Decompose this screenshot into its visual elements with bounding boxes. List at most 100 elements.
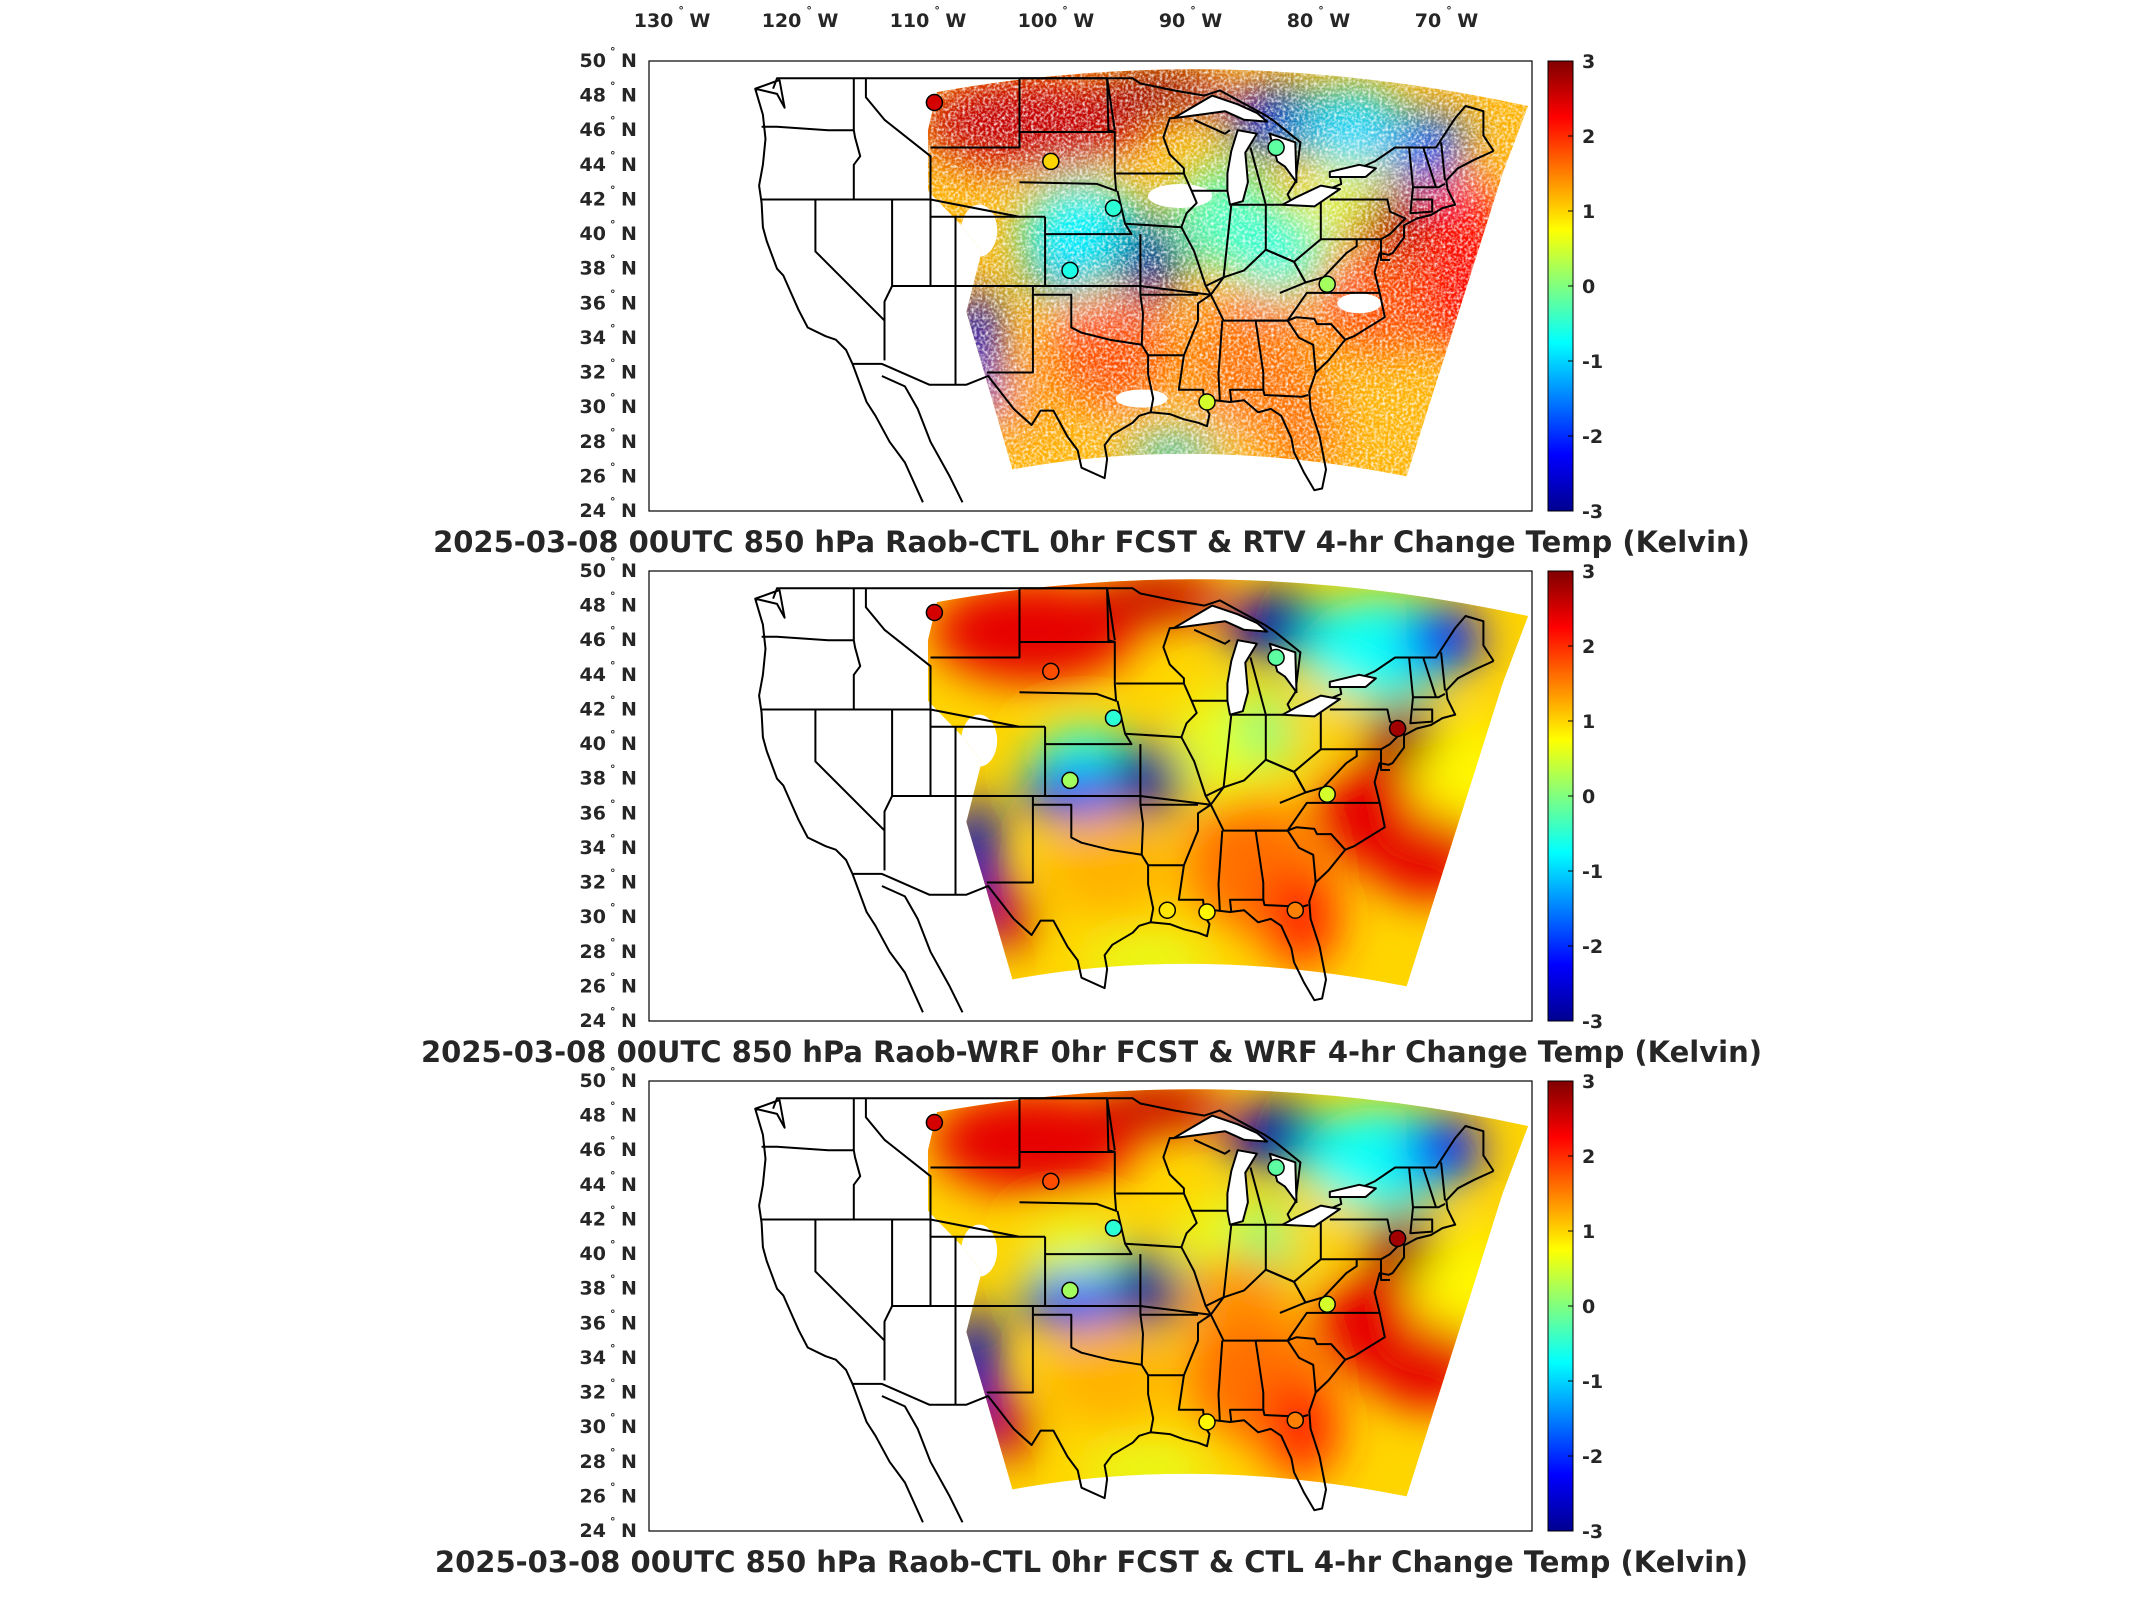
lat-tick-value: 48 [580, 595, 606, 617]
lon-hemisphere: W [1201, 10, 1222, 32]
plot-frame [648, 570, 1533, 1022]
lat-tick-value: 34 [580, 837, 606, 859]
state-boundaries [754, 587, 1495, 1013]
lat-hemisphere: N [621, 1382, 637, 1404]
lat-hemisphere: N [621, 941, 637, 963]
lat-hemisphere: N [621, 465, 637, 487]
lat-tick-value: 50 [580, 50, 606, 72]
lat-tick-label: 46 ° N [580, 114, 637, 141]
lat-hemisphere: N [621, 1278, 637, 1300]
lat-hemisphere: N [621, 664, 637, 686]
degree-symbol: ° [610, 970, 616, 983]
lat-tick-label: 32 ° N [580, 1377, 637, 1404]
lat-tick-value: 40 [580, 223, 606, 245]
raob-station-marker [1318, 275, 1336, 294]
colorbar-tick-label: -3 [1582, 501, 1603, 523]
degree-symbol: ° [610, 1203, 616, 1216]
degree-symbol: ° [610, 936, 616, 949]
raob-station-marker [1042, 152, 1060, 171]
lat-tick-label: 40 ° N [580, 728, 637, 755]
lat-hemisphere: N [621, 1208, 637, 1230]
lat-tick-value: 40 [580, 1243, 606, 1265]
lat-hemisphere: N [621, 1105, 637, 1127]
degree-symbol: ° [610, 693, 616, 706]
lat-hemisphere: N [621, 500, 637, 522]
lon-tick-label: 90 ° W [1159, 4, 1222, 32]
raob-station-marker [1267, 1158, 1285, 1177]
lat-tick-label: 46 ° N [580, 1134, 637, 1161]
degree-symbol: ° [610, 391, 616, 404]
raob-station-marker [1267, 648, 1285, 667]
lat-tick-label: 42 ° N [580, 183, 637, 210]
degree-symbol: ° [610, 832, 616, 845]
raob-station-marker [925, 603, 944, 622]
colorbar-tick-label: -2 [1582, 936, 1603, 958]
degree-symbol: ° [1318, 4, 1324, 17]
lat-hemisphere: N [621, 837, 637, 859]
lat-hemisphere: N [621, 292, 637, 314]
lat-tick-label: 50 ° N [580, 555, 637, 582]
lon-tick-label: 120 ° W [762, 4, 839, 32]
degree-symbol: ° [610, 797, 616, 810]
panel-title: 2025-03-08 00UTC 850 hPa Raob-CTL 0hr FC… [433, 525, 1750, 559]
degree-symbol: ° [610, 495, 616, 508]
lat-hemisphere: N [621, 154, 637, 176]
lat-tick-label: 30 ° N [580, 1411, 637, 1438]
colorbar-tick-label: -1 [1582, 351, 1603, 373]
lat-tick-label: 32 ° N [580, 357, 637, 384]
lat-hemisphere: N [621, 396, 637, 418]
lat-hemisphere: N [621, 258, 637, 280]
lon-tick-label: 110 ° W [890, 4, 967, 32]
degree-symbol: ° [610, 322, 616, 335]
lat-tick-value: 48 [580, 1105, 606, 1127]
lat-tick-value: 34 [580, 1347, 606, 1369]
lat-tick-value: 24 [580, 500, 606, 522]
lat-hemisphere: N [621, 1520, 637, 1542]
lat-tick-value: 30 [580, 1416, 606, 1438]
lat-tick-value: 26 [580, 465, 606, 487]
lat-tick-label: 34 ° N [580, 322, 637, 349]
map-panel: 50 ° N48 ° N46 ° N44 ° N42 ° N40 ° N38 ° N36 ° N34 ° N32 ° N… [433, 45, 1750, 559]
lat-hemisphere: N [621, 872, 637, 894]
lon-hemisphere: W [817, 10, 838, 32]
lat-hemisphere: N [621, 1070, 637, 1092]
raob-station-marker [1267, 138, 1285, 157]
colorbar-tick-label: 2 [1582, 636, 1595, 658]
lat-hemisphere: N [621, 85, 637, 107]
latitude-axis: 50 ° N 48 ° N 46 ° N 44 ° N 42 ° N 40 ° N 38 ° N 36 ° N 34 ° N 32 ° N… [580, 1065, 637, 1542]
degree-symbol: ° [610, 149, 616, 162]
colorbar-tick-label: -1 [1582, 861, 1603, 883]
raob-station-marker [1318, 785, 1336, 804]
lat-hemisphere: N [621, 629, 637, 651]
lat-hemisphere: N [621, 1451, 637, 1473]
lat-tick-value: 44 [580, 664, 606, 686]
lat-tick-label: 48 ° N [580, 1100, 637, 1127]
panel-title: 2025-03-08 00UTC 850 hPa Raob-CTL 0hr FC… [435, 1545, 1748, 1579]
degree-symbol: ° [610, 763, 616, 776]
plot-frame [648, 1080, 1533, 1532]
colorbar: 3 2 1 0 -1 -2 -3 [1547, 561, 1603, 1033]
degree-symbol: ° [610, 1005, 616, 1018]
colorbar-tick-label: -2 [1582, 426, 1603, 448]
lat-hemisphere: N [621, 560, 637, 582]
lon-tick-label: 80 ° W [1287, 4, 1350, 32]
lat-hemisphere: N [621, 1485, 637, 1507]
degree-symbol: ° [610, 555, 616, 568]
raob-station-marker [1318, 1295, 1336, 1314]
degree-symbol: ° [610, 1411, 616, 1424]
lon-tick-value: 90 [1159, 10, 1185, 32]
lon-tick-label: 100 ° W [1018, 4, 1095, 32]
lat-hemisphere: N [621, 595, 637, 617]
degree-symbol: ° [610, 1446, 616, 1459]
lat-tick-value: 50 [580, 560, 606, 582]
lon-tick-value: 110 [890, 10, 930, 32]
lon-tick-label: 130 ° W [634, 4, 711, 32]
degree-symbol: ° [610, 1273, 616, 1286]
raob-station-marker [1286, 901, 1305, 919]
lat-tick-value: 36 [580, 292, 606, 314]
degree-symbol: ° [610, 1065, 616, 1078]
lat-tick-value: 50 [580, 1070, 606, 1092]
lat-tick-value: 44 [580, 1174, 606, 1196]
lat-tick-label: 24 ° N [580, 1005, 637, 1032]
degree-symbol: ° [610, 1134, 616, 1147]
